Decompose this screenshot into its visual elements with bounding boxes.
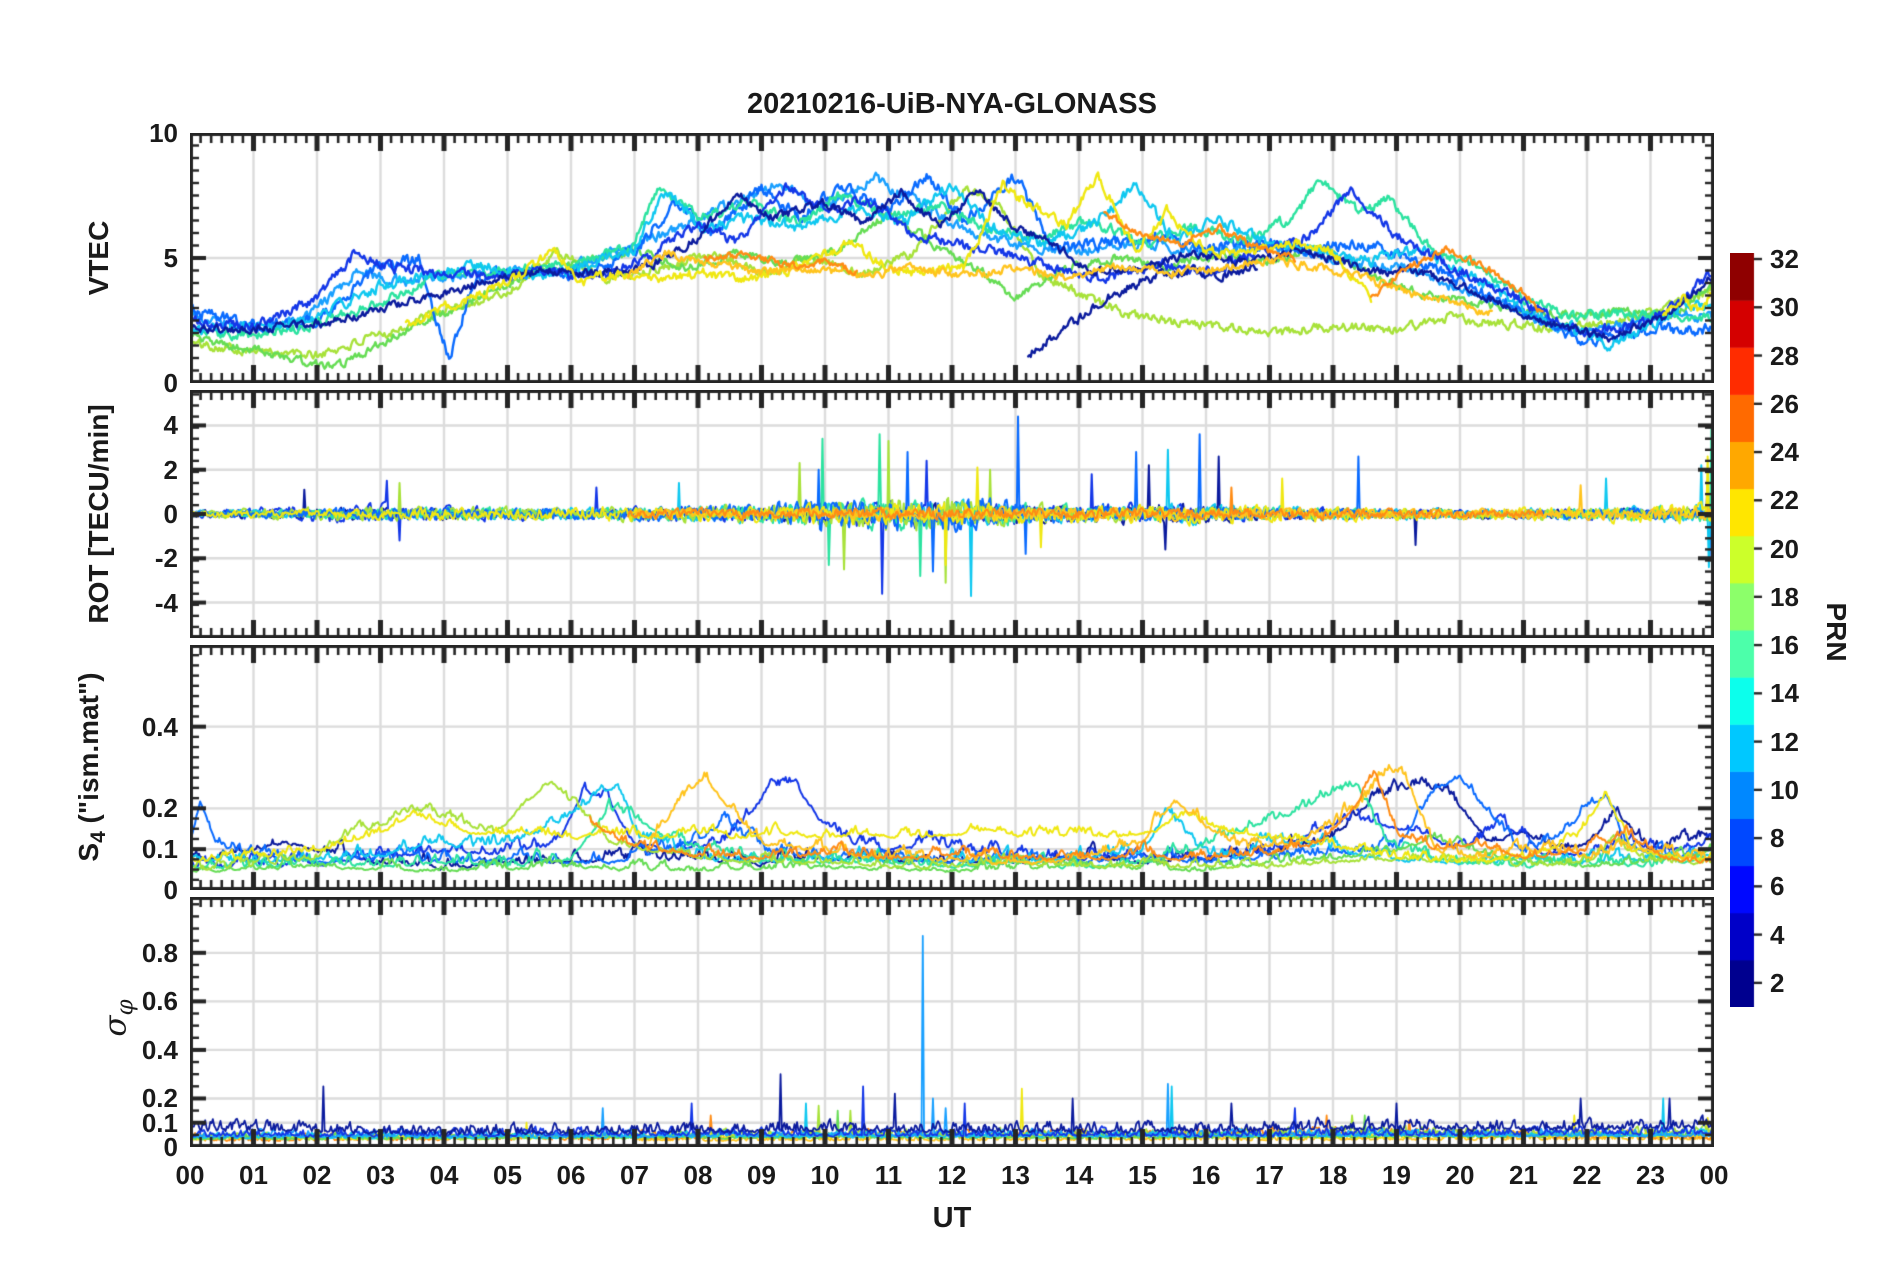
y-tick-label: -4 — [154, 587, 178, 618]
x-tick-label: 00 — [175, 1160, 205, 1190]
x-tick-label: 21 — [1509, 1160, 1538, 1190]
colorbar-tick-label: 32 — [1770, 244, 1799, 275]
y-tick-label: 0.6 — [141, 986, 178, 1017]
colorbar-label: PRN — [1821, 602, 1852, 662]
y-tick-label: 0.4 — [141, 1034, 178, 1065]
x-tick-label: 10 — [810, 1160, 840, 1190]
colorbar-tick-label: 22 — [1770, 485, 1799, 516]
x-tick-label: 14 — [1064, 1160, 1094, 1190]
colorbar-tick-label: 20 — [1770, 533, 1799, 564]
colorbar-tick-label: 10 — [1770, 774, 1799, 805]
y-tick-label: 0 — [163, 875, 178, 905]
colorbar-tick-label: 30 — [1770, 292, 1799, 323]
x-tick-label: 22 — [1572, 1160, 1602, 1190]
y-tick-label: 0.8 — [141, 937, 178, 968]
x-tick-label: 20 — [1445, 1160, 1475, 1190]
x-tick-label: 01 — [239, 1160, 268, 1190]
y-tick-label: 0 — [163, 368, 178, 398]
x-tick-label: 17 — [1255, 1160, 1284, 1190]
x-tick-label: 08 — [683, 1160, 713, 1190]
x-tick-label: 23 — [1636, 1160, 1665, 1190]
colorbar-tick-label: 4 — [1770, 919, 1785, 950]
colorbar-tick-label: 26 — [1770, 388, 1799, 419]
colorbar-tick-label: 16 — [1770, 630, 1799, 661]
rot-panel-canvas — [190, 390, 1714, 638]
y-tick-label: 0.1 — [141, 834, 178, 865]
x-tick-label: 15 — [1128, 1160, 1157, 1190]
colorbar-tick-label: 8 — [1770, 823, 1785, 854]
x-tick-label: 13 — [1001, 1160, 1030, 1190]
y-tick-label: 0 — [163, 1132, 178, 1162]
colorbar-tick-label: 14 — [1770, 678, 1799, 709]
x-tick-label: 07 — [620, 1160, 649, 1190]
y-tick-label: 5 — [163, 243, 178, 273]
y-tick-label: 2 — [163, 454, 178, 485]
x-tick-label: 16 — [1191, 1160, 1221, 1190]
colorbar-tick-label: 2 — [1770, 967, 1785, 998]
x-tick-label: 11 — [874, 1160, 903, 1190]
x-axis-label: UT — [932, 1202, 972, 1234]
x-tick-label: 02 — [302, 1160, 332, 1190]
colorbar-tick-label: 18 — [1770, 581, 1799, 612]
y-tick-label: 0.1 — [141, 1107, 178, 1138]
colorbar-tick-label: 28 — [1770, 340, 1799, 371]
y-tick-label: 0.4 — [141, 711, 178, 742]
x-tick-label: 00 — [1699, 1160, 1729, 1190]
x-tick-label: 18 — [1318, 1160, 1348, 1190]
chart-title: 20210216-UiB-NYA-GLONASS — [747, 88, 1157, 120]
x-tick-label: 05 — [493, 1160, 522, 1190]
colorbar-tick-label: 12 — [1770, 726, 1799, 757]
x-tick-label: 04 — [429, 1160, 459, 1190]
x-tick-label: 12 — [937, 1160, 967, 1190]
colorbar-tick-label: 6 — [1770, 871, 1785, 902]
sigma-phi-panel-canvas — [190, 897, 1714, 1147]
y-tick-label: 4 — [163, 410, 178, 441]
vtec-panel-canvas — [190, 133, 1714, 383]
y-tick-label: 0.2 — [141, 1083, 178, 1114]
y-tick-label: 0 — [163, 499, 178, 529]
y-tick-label: 10 — [149, 118, 178, 148]
colorbar-tick-label: 24 — [1770, 437, 1799, 468]
x-tick-label: 19 — [1382, 1160, 1411, 1190]
prn-colorbar — [1730, 253, 1766, 1007]
x-tick-label: 09 — [747, 1160, 776, 1190]
x-tick-label: 03 — [366, 1160, 395, 1190]
s4-panel-canvas — [190, 645, 1714, 890]
y-tick-label: 0.2 — [141, 793, 178, 824]
y-tick-label: -2 — [154, 543, 178, 574]
x-tick-label: 06 — [556, 1160, 586, 1190]
